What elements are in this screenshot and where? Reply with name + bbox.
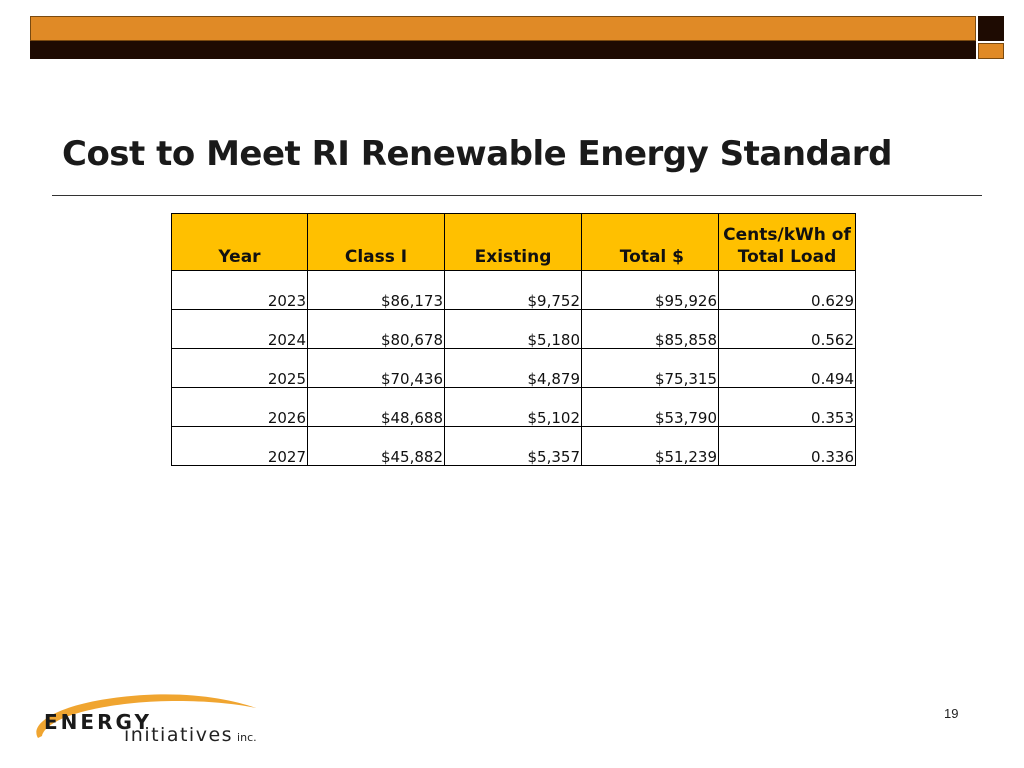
cell-total: $51,239: [581, 426, 719, 466]
cell-year: 2027: [171, 426, 308, 466]
slide-title: Cost to Meet RI Renewable Energy Standar…: [62, 134, 892, 174]
cell-cents: 0.494: [718, 348, 856, 388]
table-row: 2023 $86,173 $9,752 $95,926 0.629: [171, 270, 856, 310]
title-divider: [52, 195, 982, 196]
cell-class1: $86,173: [307, 270, 445, 310]
cell-year: 2023: [171, 270, 308, 310]
banner-orange-square: [978, 43, 1004, 59]
cell-existing: $5,102: [444, 387, 582, 427]
banner-orange-bar: [30, 16, 976, 41]
banner-dark-square: [978, 16, 1004, 41]
cell-existing: $5,180: [444, 309, 582, 349]
header-cents-line2: Total Load: [737, 246, 837, 267]
header-cents: Cents/kWh of Total Load: [718, 213, 856, 271]
table-row: 2025 $70,436 $4,879 $75,315 0.494: [171, 348, 856, 388]
header-total: Total $: [581, 213, 719, 271]
cell-class1: $48,688: [307, 387, 445, 427]
page-number: 19: [944, 706, 959, 721]
cell-total: $53,790: [581, 387, 719, 427]
logo-sub-word: initiatives: [124, 724, 234, 746]
cell-year: 2025: [171, 348, 308, 388]
cell-class1: $80,678: [307, 309, 445, 349]
table-row: 2026 $48,688 $5,102 $53,790 0.353: [171, 387, 856, 427]
cell-total: $95,926: [581, 270, 719, 310]
cell-existing: $4,879: [444, 348, 582, 388]
header-existing: Existing: [444, 213, 582, 271]
logo-swoosh-icon: [36, 694, 256, 738]
logo-subtext: initiatives inc.: [124, 724, 257, 746]
cell-existing: $9,752: [444, 270, 582, 310]
company-logo: ENERGY initiatives inc.: [24, 686, 274, 752]
logo-wordmark: ENERGY: [44, 710, 152, 734]
cell-year: 2024: [171, 309, 308, 349]
top-banner: [30, 16, 1004, 59]
header-year: Year: [171, 213, 308, 271]
table-row: 2027 $45,882 $5,357 $51,239 0.336: [171, 426, 856, 466]
cell-total: $75,315: [581, 348, 719, 388]
header-row: Year Class I Existing Total $ Cents/kWh …: [171, 213, 856, 271]
cell-existing: $5,357: [444, 426, 582, 466]
cost-table: Year Class I Existing Total $ Cents/kWh …: [171, 213, 856, 466]
cell-year: 2026: [171, 387, 308, 427]
cell-cents: 0.562: [718, 309, 856, 349]
table-row: 2024 $80,678 $5,180 $85,858 0.562: [171, 309, 856, 349]
cell-total: $85,858: [581, 309, 719, 349]
banner-dark-bar: [30, 41, 976, 59]
cell-class1: $45,882: [307, 426, 445, 466]
cell-cents: 0.336: [718, 426, 856, 466]
header-cents-line1: Cents/kWh of: [723, 224, 851, 245]
cell-cents: 0.629: [718, 270, 856, 310]
header-class1: Class I: [307, 213, 445, 271]
logo-inc: inc.: [237, 731, 257, 744]
cell-cents: 0.353: [718, 387, 856, 427]
cell-class1: $70,436: [307, 348, 445, 388]
